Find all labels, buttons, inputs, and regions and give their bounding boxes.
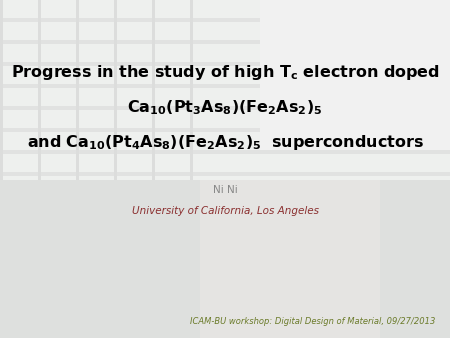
Text: $\mathbf{Ca_{10}(Pt_{3}As_{8})(Fe_{2}As_{2})_5}$: $\mathbf{Ca_{10}(Pt_{3}As_{8})(Fe_{2}As_…: [127, 99, 323, 117]
Text: Ni Ni: Ni Ni: [212, 185, 238, 195]
Text: ICAM-BU workshop: Digital Design of Material, 09/27/2013: ICAM-BU workshop: Digital Design of Mate…: [189, 317, 435, 326]
Text: University of California, Los Angeles: University of California, Los Angeles: [131, 206, 319, 216]
Text: $\mathbf{and\ Ca_{10}(Pt_{4}As_{8})(Fe_{2}As_{2})_5\ \ superconductors}$: $\mathbf{and\ Ca_{10}(Pt_{4}As_{8})(Fe_{…: [27, 132, 423, 151]
Text: Progress in the study of high $\mathbf{T_c}$ electron doped: Progress in the study of high $\mathbf{T…: [10, 64, 440, 82]
